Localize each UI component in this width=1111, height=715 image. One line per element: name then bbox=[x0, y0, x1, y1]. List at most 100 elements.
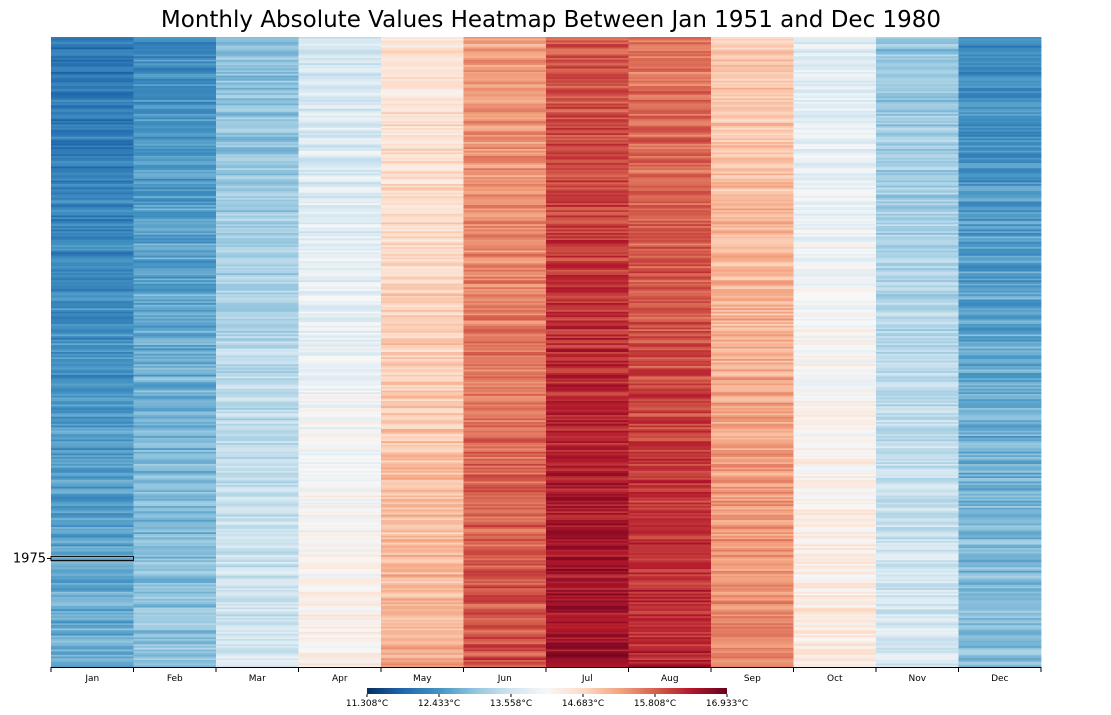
heatmap-cell bbox=[133, 236, 217, 239]
heatmap-cell bbox=[463, 544, 547, 547]
heatmap-cell bbox=[381, 485, 464, 488]
heatmap-cell bbox=[628, 502, 712, 505]
heatmap-cell bbox=[711, 628, 794, 631]
heatmap-cell bbox=[298, 159, 382, 162]
heatmap-cell bbox=[51, 376, 134, 379]
heatmap-cell bbox=[298, 427, 382, 430]
heatmap-cell bbox=[51, 357, 134, 360]
heatmap-cell bbox=[463, 401, 547, 404]
heatmap-cell bbox=[546, 639, 629, 642]
heatmap-cell bbox=[546, 159, 629, 162]
heatmap-cell bbox=[546, 569, 629, 572]
heatmap-cell bbox=[876, 135, 959, 138]
heatmap-cell bbox=[958, 287, 1042, 290]
heatmap-cell bbox=[628, 467, 712, 470]
heatmap-cell bbox=[546, 453, 629, 456]
heatmap-cell bbox=[381, 453, 464, 456]
heatmap-cell bbox=[793, 54, 877, 57]
heatmap-cell bbox=[51, 178, 134, 181]
heatmap-cell bbox=[133, 252, 217, 255]
heatmap-cell bbox=[133, 131, 217, 134]
heatmap-cell bbox=[51, 311, 134, 314]
heatmap-cell bbox=[876, 434, 959, 437]
heatmap-cell bbox=[711, 369, 794, 372]
heatmap-cell bbox=[133, 66, 217, 69]
heatmap-cell bbox=[628, 614, 712, 617]
heatmap-cell bbox=[546, 100, 629, 103]
heatmap-cell bbox=[628, 513, 712, 516]
heatmap-cell bbox=[133, 439, 217, 442]
heatmap-cell bbox=[711, 388, 794, 391]
heatmap-cell bbox=[51, 500, 134, 503]
heatmap-cell bbox=[711, 185, 794, 188]
heatmap-cell bbox=[298, 114, 382, 117]
heatmap-cell bbox=[216, 642, 299, 645]
heatmap-cell bbox=[876, 661, 959, 664]
heatmap-cell bbox=[298, 185, 382, 188]
heatmap-cell bbox=[628, 483, 712, 486]
heatmap-cell bbox=[711, 199, 794, 202]
heatmap-cell bbox=[216, 269, 299, 272]
heatmap-cell bbox=[133, 373, 217, 376]
heatmap-cell bbox=[381, 381, 464, 384]
heatmap-cell bbox=[793, 444, 877, 447]
heatmap-cell bbox=[793, 504, 877, 507]
x-tick-label: Apr bbox=[332, 674, 348, 684]
heatmap-cell bbox=[958, 86, 1042, 89]
heatmap-cell bbox=[298, 287, 382, 290]
heatmap-cell bbox=[546, 75, 629, 78]
heatmap-cell bbox=[381, 472, 464, 475]
heatmap-cell bbox=[298, 462, 382, 465]
heatmap-cell bbox=[793, 353, 877, 356]
heatmap-cell bbox=[381, 443, 464, 446]
heatmap-cell bbox=[463, 175, 547, 178]
heatmap-cell bbox=[546, 135, 629, 138]
heatmap-cell bbox=[463, 425, 547, 428]
heatmap-cell bbox=[133, 184, 217, 187]
heatmap-cell bbox=[711, 507, 794, 510]
heatmap-cell bbox=[793, 602, 877, 605]
heatmap-cell bbox=[298, 297, 382, 300]
heatmap-cell bbox=[876, 208, 959, 211]
heatmap-cell bbox=[216, 390, 299, 393]
legend-tick-label: 16.933°C bbox=[706, 699, 748, 709]
heatmap-cell bbox=[381, 626, 464, 629]
heatmap-cell bbox=[876, 458, 959, 461]
heatmap-cell bbox=[298, 231, 382, 234]
heatmap-cell bbox=[793, 462, 877, 465]
heatmap-cell bbox=[546, 458, 629, 461]
heatmap-cell bbox=[958, 68, 1042, 71]
heatmap-cell bbox=[216, 507, 299, 510]
heatmap-cell bbox=[546, 488, 629, 491]
heatmap-cell bbox=[793, 584, 877, 587]
heatmap-cell bbox=[628, 439, 712, 442]
heatmap-cell bbox=[133, 38, 217, 41]
heatmap-cell bbox=[51, 621, 134, 624]
heatmap-cell bbox=[793, 203, 877, 206]
heatmap-cell bbox=[958, 262, 1042, 265]
heatmap-cell bbox=[711, 462, 794, 465]
heatmap-cell bbox=[216, 546, 299, 549]
heatmap-cell bbox=[51, 100, 134, 103]
heatmap-cell bbox=[51, 402, 134, 405]
heatmap-cell bbox=[133, 280, 217, 283]
heatmap-cell bbox=[793, 210, 877, 213]
heatmap-cell bbox=[876, 194, 959, 197]
heatmap-cell bbox=[793, 479, 877, 482]
heatmap-cell bbox=[958, 556, 1042, 559]
heatmap-cell bbox=[793, 395, 877, 398]
heatmap-cell bbox=[216, 605, 299, 608]
heatmap-cell bbox=[216, 77, 299, 80]
heatmap-cell bbox=[711, 173, 794, 176]
heatmap-cell bbox=[546, 464, 629, 467]
heatmap-cell bbox=[711, 633, 794, 636]
heatmap-cell bbox=[463, 325, 547, 328]
heatmap-cell bbox=[298, 415, 382, 418]
heatmap-cell bbox=[958, 383, 1042, 386]
heatmap-cell bbox=[216, 632, 299, 635]
heatmap-cell bbox=[381, 369, 464, 372]
heatmap-cell bbox=[216, 254, 299, 257]
heatmap-cell bbox=[711, 516, 794, 519]
heatmap-cell bbox=[216, 215, 299, 218]
heatmap-cell bbox=[628, 66, 712, 69]
